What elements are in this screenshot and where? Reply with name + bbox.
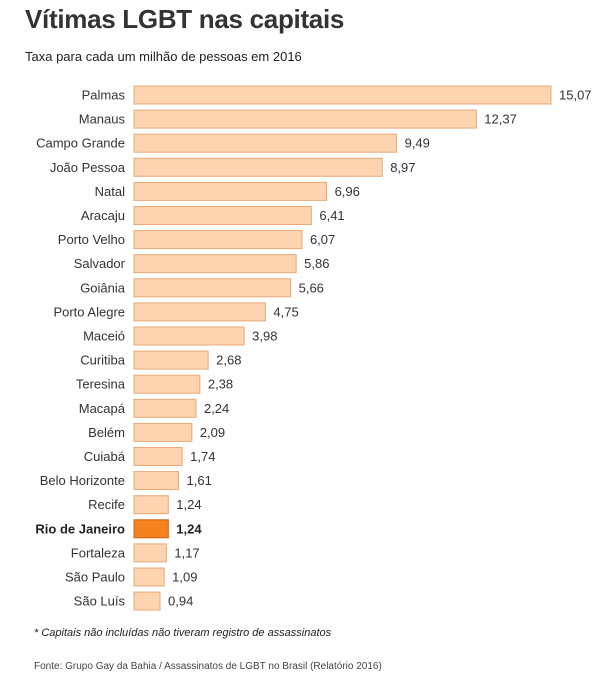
value-label: 1,24 [176, 521, 202, 536]
category-label: Belo Horizonte [40, 473, 125, 488]
category-label: Salvador [74, 256, 126, 271]
bar-natal [133, 181, 328, 201]
source-note: Fonte: Grupo Gay da Bahia / Assassinatos… [34, 661, 382, 672]
bar-belém [133, 422, 193, 442]
value-label: 2,68 [216, 353, 241, 368]
value-label: 9,49 [405, 136, 430, 151]
bar-joão-pessoa [133, 157, 383, 177]
value-label: 12,37 [484, 112, 517, 127]
category-label: Natal [95, 184, 125, 199]
value-label: 4,75 [273, 304, 298, 319]
bar-belo-horizonte [133, 471, 180, 491]
category-label: Cuiabá [84, 449, 126, 464]
bar-campo-grande [133, 133, 398, 153]
value-label: 6,41 [319, 208, 344, 223]
bar-manaus [133, 109, 477, 129]
bar-porto-alegre [133, 302, 266, 322]
value-label: 6,07 [310, 232, 335, 247]
chart-subtitle: Taxa para cada um milhão de pessoas em 2… [25, 49, 302, 64]
bar-palmas [133, 85, 552, 105]
value-label: 1,24 [176, 497, 201, 512]
category-label: Recife [88, 497, 125, 512]
value-label: 1,74 [190, 449, 215, 464]
value-label: 8,97 [390, 160, 415, 175]
value-label: 6,96 [335, 184, 360, 199]
value-label: 0,94 [168, 594, 193, 609]
category-label: Macapá [79, 401, 126, 416]
bar-cuiabá [133, 447, 183, 466]
value-label: 2,38 [208, 377, 233, 392]
bar-macapá [133, 398, 197, 418]
bar-curitiba [133, 350, 209, 370]
category-label: Porto Alegre [53, 304, 125, 319]
bar-chart: Palmas 15,07 Manaus 12,37 Campo Grande 9,49 Jo… [35, 85, 592, 611]
category-label: Rio de Janeiro [35, 521, 125, 536]
category-label: São Paulo [65, 570, 125, 585]
bar-são-luís [133, 591, 161, 611]
chart-title: Vítimas LGBT nas capitais [25, 4, 345, 34]
bar-fortaleza [133, 543, 167, 563]
value-label: 2,09 [200, 425, 225, 440]
bar-rio-de-janeiro [133, 519, 169, 539]
category-label: João Pessoa [50, 160, 126, 175]
value-label: 1,17 [174, 545, 199, 560]
category-label: São Luís [74, 594, 126, 609]
bar-salvador [133, 254, 297, 274]
category-label: Campo Grande [36, 136, 125, 151]
bar-recife [133, 495, 169, 515]
value-label: 1,61 [187, 473, 212, 488]
category-label: Teresina [76, 377, 126, 392]
category-label: Porto Velho [58, 232, 125, 247]
value-label: 5,66 [299, 280, 324, 295]
category-label: Palmas [82, 88, 126, 103]
category-label: Curitiba [80, 353, 126, 368]
footnote: * Capitais não incluídas não tiveram reg… [34, 627, 332, 639]
value-label: 15,07 [559, 88, 592, 103]
value-label: 3,98 [252, 329, 277, 344]
value-label: 2,24 [204, 401, 229, 416]
bar-teresina [133, 374, 201, 394]
category-label: Manaus [79, 112, 126, 127]
value-label: 1,09 [172, 570, 197, 585]
category-label: Fortaleza [71, 545, 126, 560]
bar-goiânia [133, 278, 292, 298]
category-label: Maceió [83, 329, 125, 344]
bar-porto-velho [133, 230, 303, 250]
bar-aracaju [133, 206, 312, 225]
category-label: Belém [88, 425, 125, 440]
category-label: Aracaju [81, 208, 125, 223]
category-label: Goiânia [80, 280, 126, 295]
bar-são-paulo [133, 567, 165, 587]
bar-maceió [133, 326, 245, 346]
value-label: 5,86 [304, 256, 329, 271]
